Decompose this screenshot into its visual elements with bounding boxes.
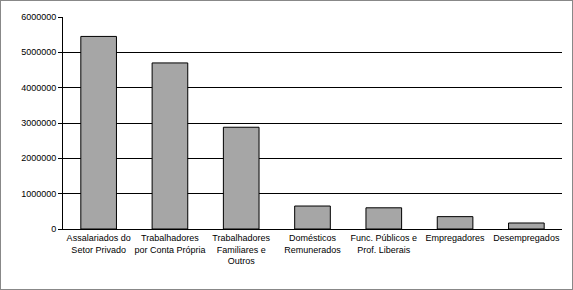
svg-text:0: 0 — [51, 224, 56, 234]
svg-text:5000000: 5000000 — [21, 47, 56, 57]
svg-text:Empregadores: Empregadores — [426, 233, 486, 243]
svg-text:Desempregados: Desempregados — [493, 233, 560, 243]
svg-text:Trabalhadorespor Conta Própria: Trabalhadorespor Conta Própria — [134, 233, 205, 255]
svg-text:4000000: 4000000 — [21, 83, 56, 93]
svg-text:2000000: 2000000 — [21, 153, 56, 163]
svg-text:Assalariados doSetor Privado: Assalariados doSetor Privado — [67, 233, 131, 255]
svg-text:3000000: 3000000 — [21, 118, 56, 128]
svg-text:DomésticosRemunerados: DomésticosRemunerados — [284, 233, 341, 255]
svg-text:6000000: 6000000 — [21, 12, 56, 22]
svg-text:Func. Públicos eProf. Liberais: Func. Públicos eProf. Liberais — [351, 233, 418, 255]
svg-text:TrabalhadoresFamiliares eOutro: TrabalhadoresFamiliares eOutros — [212, 233, 270, 266]
svg-text:1000000: 1000000 — [21, 189, 56, 199]
